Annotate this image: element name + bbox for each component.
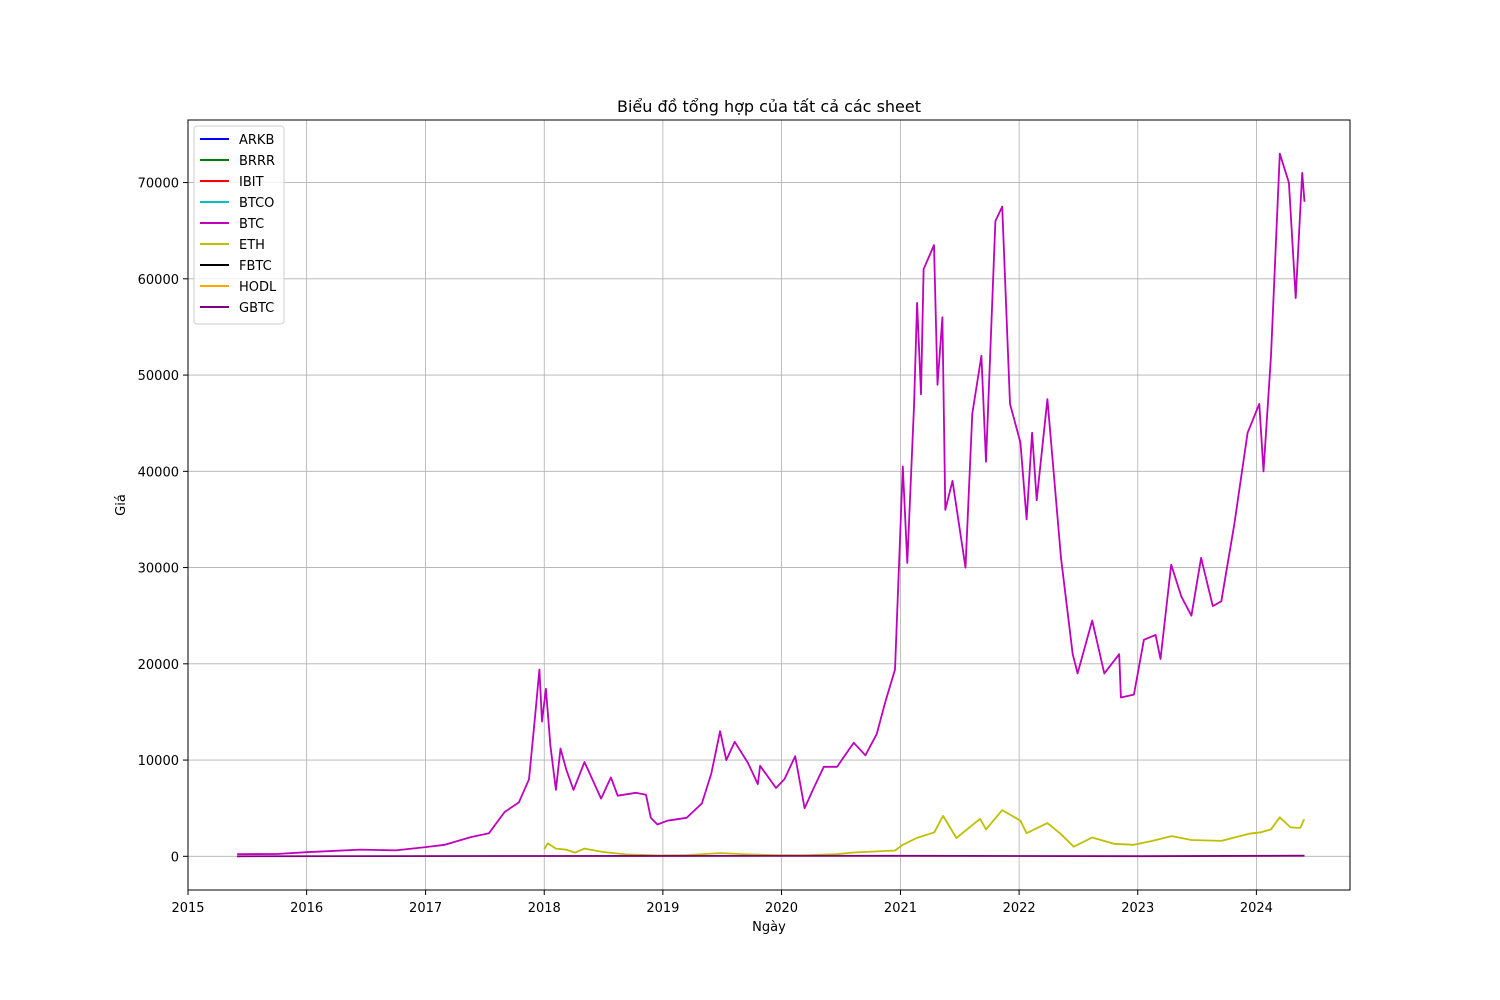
y-tick-label: 20000 xyxy=(138,658,179,673)
legend-label-btc: BTC xyxy=(239,217,264,232)
x-axis: 2015 2016 2017 2018 2019 2020 2021 2022 2023 2024 xyxy=(171,890,1273,916)
x-axis-label: Ngày xyxy=(752,920,786,935)
y-axis: 0 10000 20000 30000 40000 50000 60000 70000 xyxy=(138,177,188,865)
series-line-eth xyxy=(543,809,1306,857)
series-line-btc xyxy=(237,152,1306,855)
plot-frame xyxy=(187,119,1351,891)
x-tick-label: 2024 xyxy=(1240,901,1273,916)
y-axis-label: Giá xyxy=(114,494,129,516)
legend-label-fbtc: FBTC xyxy=(239,259,272,274)
x-tick-label: 2017 xyxy=(409,901,442,916)
chart-title: Biểu đồ tổng hợp của tất cả các sheet xyxy=(617,97,921,116)
y-tick-label: 70000 xyxy=(138,177,179,192)
legend-label-gbtc: GBTC xyxy=(239,301,274,316)
y-tick-label: 50000 xyxy=(138,369,179,384)
y-tick-label: 60000 xyxy=(138,273,179,288)
legend-label-eth: ETH xyxy=(239,238,265,253)
legend-label-brrr: BRRR xyxy=(239,154,275,169)
y-tick-label: 40000 xyxy=(138,465,179,480)
legend: ARKB BRRR IBIT BTCO BTC ETH FBTC HODL GBTC xyxy=(193,125,285,325)
legend-label-arkb: ARKB xyxy=(239,133,274,148)
series-line-gbtc xyxy=(237,854,1305,858)
x-tick-label: 2021 xyxy=(884,901,917,916)
y-tick-label: 10000 xyxy=(138,754,179,769)
x-tick-label: 2020 xyxy=(765,901,798,916)
x-tick-label: 2016 xyxy=(290,901,323,916)
legend-box xyxy=(193,125,285,325)
x-tick-label: 2022 xyxy=(1003,901,1036,916)
legend-label-hodl: HODL xyxy=(239,280,277,295)
y-tick-label: 30000 xyxy=(138,562,179,577)
legend-label-ibit: IBIT xyxy=(239,175,264,190)
y-tick-label: 0 xyxy=(171,850,179,865)
x-tick-label: 2015 xyxy=(171,901,204,916)
x-tick-label: 2019 xyxy=(646,901,679,916)
series-layer xyxy=(237,152,1306,858)
legend-label-btco: BTCO xyxy=(239,196,274,211)
x-tick-label: 2023 xyxy=(1121,901,1154,916)
x-tick-label: 2018 xyxy=(528,901,561,916)
